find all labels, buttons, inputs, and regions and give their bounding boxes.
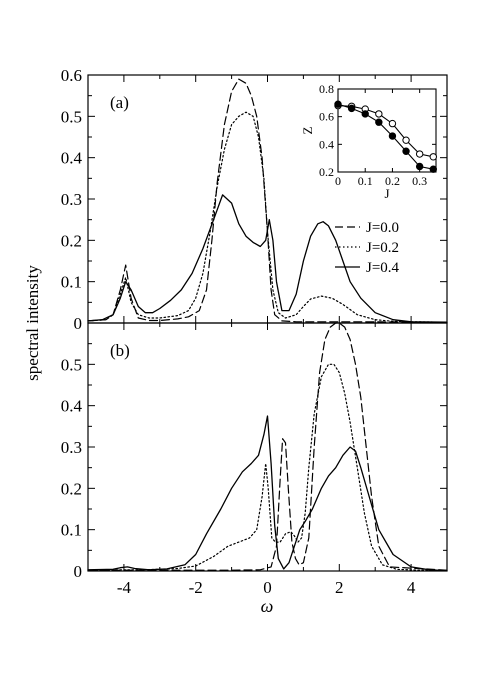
- panel-a-series-dashed-line: [87, 78, 448, 323]
- inset-ytick-label: 0.4: [319, 137, 334, 151]
- inset-xtick-label: 0.1: [358, 174, 373, 188]
- inset-xtick-label: 0.3: [412, 174, 427, 188]
- panel-a-label: (a): [110, 93, 129, 112]
- panel-b-xtick-label: -4: [117, 578, 132, 597]
- panel-b: 0 0.1 0.2 0.3 0.4 0.5 -4 -2 0 2 4 (b): [61, 322, 448, 597]
- panel-b-ytick-label: 0.2: [61, 479, 82, 498]
- panel-b-series-dashed-line: [87, 322, 448, 571]
- x-axis-label: ω: [261, 596, 274, 616]
- inset-point-open: [429, 153, 437, 161]
- panel-a-ytick-label: 0.2: [61, 231, 82, 250]
- axis-labels: ω spectral intensity: [23, 265, 273, 616]
- panel-b-xtick-label: -2: [189, 578, 203, 597]
- y-axis-label: spectral intensity: [23, 265, 42, 381]
- inset-ytick-label: 0.6: [319, 110, 334, 124]
- panel-b-ytick-label: 0.3: [61, 438, 82, 457]
- legend: J=0.0 J=0.2 J=0.4: [335, 220, 400, 276]
- panel-a-ytick-label: 0.5: [61, 107, 82, 126]
- inset-point-open: [402, 136, 410, 144]
- panel-a-ytick-label: 0: [74, 314, 83, 333]
- inset-xtick-label: 0: [335, 174, 341, 188]
- panel-b-series-solid-line: [87, 415, 448, 572]
- inset-plot: 0 0.1 0.2 0.3 0.2 0.4 0.6 0.8 J Z: [300, 82, 437, 201]
- inset-point-open: [388, 119, 397, 128]
- inset-point-filled: [347, 104, 356, 113]
- panel-a-series-dotted-line: [87, 111, 448, 323]
- panel-a-ytick-label: 0.3: [61, 190, 82, 209]
- panel-b-xtick-label: 0: [263, 578, 272, 597]
- panel-b-ytick-label: 0.1: [61, 521, 82, 540]
- inset-point-filled: [429, 165, 437, 173]
- inset-point-filled: [361, 110, 369, 118]
- panel-a-ytick-label: 0.6: [61, 66, 82, 85]
- inset-point-open: [375, 110, 383, 118]
- inset-xlabel: J: [384, 186, 389, 201]
- inset-frame: [337, 88, 437, 173]
- panel-b-ytick-label: 0: [74, 562, 83, 581]
- inset-ylabel: Z: [300, 126, 315, 134]
- inset-point-open: [415, 150, 424, 158]
- panel-b-frame: [87, 322, 448, 572]
- panel-a-ytick-label: 0.1: [61, 273, 82, 292]
- panel-b-xtick-label: 4: [407, 578, 416, 597]
- inset-xtick-label: 0.2: [385, 174, 400, 188]
- panel-b-series-dotted-line: [87, 363, 448, 572]
- inset-ytick-label: 0.8: [319, 82, 334, 96]
- inset-point-filled: [334, 100, 342, 108]
- panel-b-ytick-label: 0.5: [61, 355, 82, 374]
- panel-a-series-solid-line: [87, 194, 448, 323]
- legend-entry: J=0.4: [366, 260, 400, 276]
- legend-entry: J=0.0: [366, 220, 399, 236]
- inset-point-filled: [375, 118, 383, 126]
- inset-ytick-label: 0.2: [319, 165, 334, 179]
- panel-a-ytick-label: 0.4: [61, 149, 83, 168]
- panel-b-xtick-label: 2: [335, 578, 344, 597]
- inset-point-filled: [415, 162, 424, 171]
- inset-point-filled: [402, 147, 410, 155]
- panel-b-label: (b): [110, 341, 130, 360]
- legend-entry: J=0.2: [366, 240, 399, 256]
- inset-point-filled: [388, 132, 397, 140]
- panel-b-ytick-label: 0.4: [61, 397, 83, 416]
